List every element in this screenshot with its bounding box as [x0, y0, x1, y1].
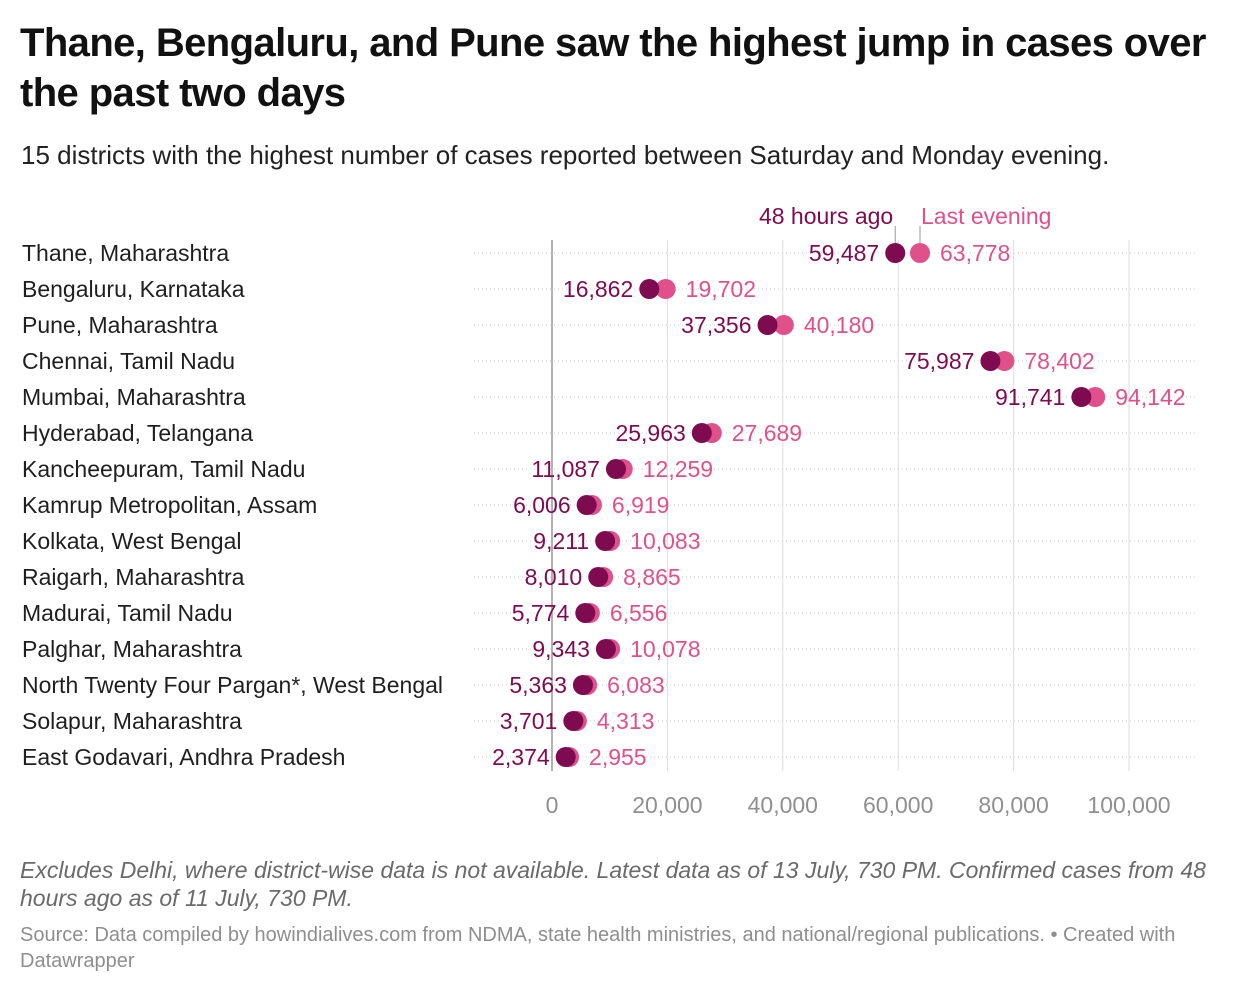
value-label-last-evening: 94,142: [1115, 384, 1185, 410]
legend-last-evening: Last evening: [921, 203, 1051, 229]
value-label-last-evening: 12,259: [643, 456, 713, 482]
x-tick-label: 60,000: [863, 792, 933, 818]
dot-plot: Thane, Maharashtra Bengaluru, Karnataka Pu…: [22, 203, 1198, 818]
row-label: Kamrup Metropolitan, Assam: [22, 492, 317, 518]
value-label-48-hours-ago: 9,211: [533, 528, 589, 554]
dot-48-hours-ago: [885, 243, 906, 263]
dot-48-hours-ago: [691, 423, 712, 443]
value-label-last-evening: 6,083: [607, 672, 665, 698]
row-label: Thane, Maharashtra: [22, 240, 229, 266]
dot-48-hours-ago: [572, 675, 593, 695]
value-label-last-evening: 8,865: [623, 564, 681, 590]
chart-title: Thane, Bengaluru, and Pune saw the highe…: [20, 21, 1207, 115]
value-label-48-hours-ago: 16,862: [563, 276, 633, 302]
row-label: Madurai, Tamil Nadu: [22, 600, 233, 626]
value-label-48-hours-ago: 91,741: [995, 384, 1065, 410]
legend: 48 hours ago Last evening: [759, 203, 1051, 243]
dot-last-evening: [994, 351, 1015, 371]
value-label-last-evening: 6,556: [610, 600, 668, 626]
value-label-last-evening: 6,919: [612, 492, 670, 518]
value-label-48-hours-ago: 37,356: [681, 312, 751, 338]
value-label-48-hours-ago: 25,963: [615, 420, 685, 446]
row-labels: Thane, Maharashtra Bengaluru, Karnataka Pu…: [22, 240, 443, 770]
dot-48-hours-ago: [1071, 387, 1092, 407]
value-label-last-evening: 40,180: [804, 312, 874, 338]
x-tick-label: 80,000: [978, 792, 1048, 818]
row-label: Palghar, Maharashtra: [22, 636, 242, 662]
value-label-last-evening: 19,702: [686, 276, 756, 302]
row-label: North Twenty Four Pargan*, West Bengal: [22, 672, 443, 698]
value-label-last-evening: 2,955: [589, 744, 647, 770]
row-label: East Godavari, Andhra Pradesh: [22, 744, 345, 770]
value-labels: 59,487 63,778 16,862 19,702 37,356 40,180 75,9…: [492, 240, 1185, 770]
value-label-last-evening: 10,083: [630, 528, 700, 554]
dot-48-hours-ago: [588, 567, 609, 587]
value-label-48-hours-ago: 2,374: [492, 744, 550, 770]
value-label-48-hours-ago: 11,087: [531, 456, 600, 482]
dot-48-hours-ago: [595, 639, 616, 659]
row-label: Raigarh, Maharashtra: [22, 564, 245, 590]
chart-subtitle: 15 districts with the highest number of …: [21, 140, 1110, 170]
dot-48-hours-ago: [757, 315, 778, 335]
dot-48-hours-ago: [555, 747, 576, 767]
row-label: Kolkata, West Bengal: [22, 528, 241, 554]
value-label-48-hours-ago: 59,487: [809, 240, 879, 266]
value-label-48-hours-ago: 8,010: [525, 564, 583, 590]
dot-last-evening: [1085, 387, 1106, 407]
value-label-last-evening: 63,778: [940, 240, 1010, 266]
dot-48-hours-ago: [576, 495, 597, 515]
row-label: Hyderabad, Telangana: [22, 420, 253, 446]
value-label-48-hours-ago: 5,774: [512, 600, 570, 626]
x-axis-ticks: 0 20,000 40,000 60,000 80,000 100,000: [546, 792, 1171, 818]
row-label: Pune, Maharashtra: [22, 312, 218, 338]
row-label: Solapur, Maharashtra: [22, 708, 242, 734]
dot-48-hours-ago: [605, 459, 626, 479]
data-dots: [555, 243, 1106, 767]
x-tick-label: 0: [546, 792, 559, 818]
value-label-last-evening: 4,313: [597, 708, 655, 734]
value-label-last-evening: 10,078: [630, 636, 700, 662]
dot-last-evening: [655, 279, 676, 299]
value-label-48-hours-ago: 6,006: [513, 492, 571, 518]
dot-48-hours-ago: [575, 603, 596, 623]
value-label-last-evening: 78,402: [1024, 348, 1094, 374]
value-label-last-evening: 27,689: [732, 420, 802, 446]
dot-48-hours-ago: [563, 711, 584, 731]
value-label-48-hours-ago: 75,987: [904, 348, 974, 374]
chart-notes: Excludes Delhi, where district-wise data…: [20, 857, 1206, 911]
dot-last-evening: [909, 243, 930, 263]
value-label-48-hours-ago: 5,363: [509, 672, 567, 698]
row-label: Mumbai, Maharashtra: [22, 384, 246, 410]
legend-48-hours-ago: 48 hours ago: [759, 203, 893, 229]
x-tick-label: 40,000: [748, 792, 818, 818]
chart-source: Source: Data compiled by howindialives.c…: [20, 924, 1176, 972]
dot-last-evening: [773, 315, 794, 335]
dot-48-hours-ago: [595, 531, 616, 551]
row-label: Bengaluru, Karnataka: [22, 276, 245, 302]
dot-48-hours-ago: [639, 279, 660, 299]
x-tick-label: 100,000: [1087, 792, 1170, 818]
row-label: Chennai, Tamil Nadu: [22, 348, 235, 374]
dot-48-hours-ago: [980, 351, 1001, 371]
x-tick-label: 20,000: [632, 792, 702, 818]
row-label: Kancheepuram, Tamil Nadu: [22, 456, 305, 482]
value-label-48-hours-ago: 9,343: [532, 636, 590, 662]
value-label-48-hours-ago: 3,701: [500, 708, 558, 734]
